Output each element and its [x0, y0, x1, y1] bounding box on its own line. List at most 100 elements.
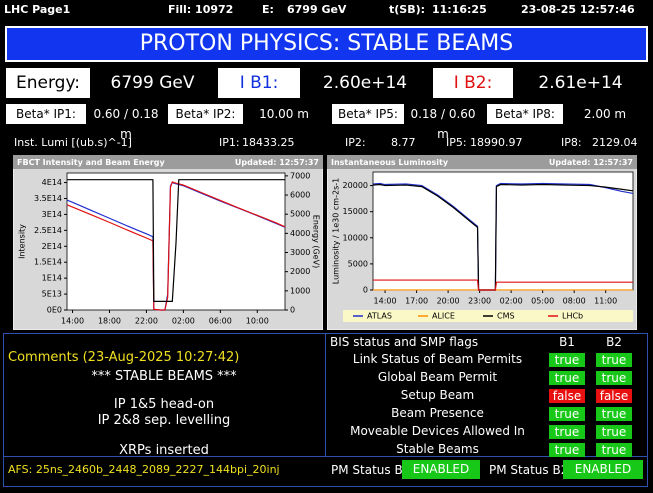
lumi-label: Inst. Lumi [(ub.s)^-1] — [14, 136, 132, 149]
beta-value: 0.18 / 0.60 m — [410, 107, 476, 141]
pm-label: PM Status B1 — [331, 463, 411, 477]
x-tick-label: 14:00 — [374, 297, 397, 306]
lumi-ip: IP8: — [561, 136, 582, 149]
beta-label: Beta* IP8: — [487, 104, 563, 124]
lumi-value: 18990.97 — [470, 136, 523, 149]
y-tick-label: 5E13 — [42, 290, 62, 299]
energy-value: 6799 GeV — [110, 73, 195, 93]
flag-b1: true — [549, 371, 585, 385]
flag-label: Link Status of Beam Permits — [352, 352, 523, 366]
beta-value: 2.00 m — [583, 107, 627, 121]
y-tick-label: 4E14 — [42, 178, 62, 187]
x-tick-label: 18:00 — [98, 317, 121, 326]
lumi-ip: IP5: — [446, 136, 467, 149]
flag-b2: true — [596, 407, 632, 421]
pm-label: PM Status B2 — [489, 463, 569, 477]
legend-label: ATLAS — [367, 312, 392, 321]
afs: AFS: 25ns_2460b_2448_2089_2227_144bpi_20… — [8, 463, 280, 476]
y-tick-label: 1.5E14 — [34, 258, 62, 267]
tsb: 11:16:25 — [432, 3, 487, 16]
x-tick-label: 17:00 — [405, 297, 428, 306]
series-line — [67, 179, 285, 302]
divider — [325, 333, 326, 456]
lumi-ip: IP1: — [219, 136, 240, 149]
flag-b1: true — [549, 353, 585, 367]
y2-axis-label: Energy (GeV) — [312, 215, 321, 268]
y2-tick-label: 2000 — [290, 267, 310, 276]
datetime: 23-08-25 12:57:46 — [521, 3, 635, 16]
x-tick-label: 11:00 — [594, 297, 617, 306]
y-tick-label: 15000 — [343, 207, 368, 216]
beta-value: 0.60 / 0.18 m — [93, 107, 159, 141]
y-tick-label: 1E14 — [42, 274, 62, 283]
legend-label: CMS — [497, 312, 515, 321]
plot-area — [372, 171, 634, 291]
energy-label: E: — [262, 3, 274, 16]
lumi-value: 18433.25 — [242, 136, 295, 149]
y-tick-label: 5000 — [348, 259, 368, 268]
comment-line: IP 2&8 sep. levelling — [97, 413, 231, 428]
comment-line: *** STABLE BEAMS *** — [91, 369, 237, 384]
flag-b1: true — [549, 443, 585, 457]
y-tick-label: 20000 — [343, 181, 368, 190]
y2-tick-label: 3000 — [290, 248, 310, 257]
chart-title: FBCT Intensity and Beam Energy — [17, 158, 166, 167]
beta-value: 10.00 m — [259, 107, 309, 121]
page-name: LHC Page1 — [4, 3, 71, 16]
x-tick-label: 10:00 — [246, 317, 269, 326]
x-tick-label: 02:00 — [500, 297, 523, 306]
beta-label: Beta* IP5: — [332, 104, 404, 124]
y-axis-label: Luminosity / 1e30 cm-2s-1 — [332, 178, 341, 284]
x-tick-label: 06:00 — [209, 317, 232, 326]
flag-b2: true — [596, 425, 632, 439]
chart-subtitle: Updated: 12:57:37 — [549, 158, 633, 167]
legend-label: ALICE — [432, 312, 455, 321]
x-tick-label: 08:00 — [563, 297, 586, 306]
title-bar — [13, 155, 323, 169]
flag-b2: true — [596, 443, 632, 457]
y-tick-label: 2E14 — [42, 242, 62, 251]
divider — [3, 456, 648, 457]
comment-line: IP 1&5 head-on — [113, 397, 215, 412]
banner: PROTON PHYSICS: STABLE BEAMS — [5, 26, 648, 62]
flag-label: Beam Presence — [391, 406, 484, 420]
pm-status: ENABLED — [402, 460, 480, 479]
flag-b1: true — [549, 425, 585, 439]
column-header: B1 — [559, 335, 575, 349]
y-tick-label: 0 — [363, 286, 368, 295]
energy: 6799 GeV — [287, 3, 347, 16]
flag-label: Setup Beam — [400, 388, 475, 402]
flag-b2: false — [596, 389, 632, 403]
y-tick-label: 10000 — [343, 233, 368, 242]
x-tick-label: 20:00 — [437, 297, 460, 306]
y2-tick-label: 7000 — [290, 171, 310, 180]
beta-label: Beta* IP2: — [168, 104, 243, 124]
x-tick-label: 05:00 — [531, 297, 554, 306]
lumi-ip: IP2: — [345, 136, 366, 149]
x-tick-label: 23:00 — [468, 297, 491, 306]
title-bar — [327, 155, 637, 169]
y2-tick-label: 6000 — [290, 191, 310, 200]
y2-tick-label: 4000 — [290, 229, 310, 238]
chart-title: Instantaneous Luminosity — [331, 158, 449, 167]
flag-label: Stable Beams — [396, 442, 479, 456]
column-header: B2 — [606, 335, 622, 349]
y-tick-label: 0E0 — [47, 306, 62, 315]
flag-b1: true — [549, 407, 585, 421]
tsb-label: t(SB): — [389, 3, 426, 16]
y-tick-label: 3E14 — [42, 210, 62, 219]
y2-tick-label: 1000 — [290, 286, 310, 295]
flag-label: Global Beam Permit — [377, 370, 498, 384]
series-line — [66, 181, 286, 311]
intensity-chart: FBCT Intensity and Beam Energy Updated: 1… — [13, 155, 323, 330]
y-tick-label: 3.5E14 — [34, 194, 62, 203]
intensity-label: I B1: — [218, 68, 300, 98]
pm-status: ENABLED — [563, 460, 643, 479]
x-tick-label: 22:00 — [135, 317, 158, 326]
comment-line: XRPs inserted — [119, 443, 209, 458]
x-tick-label: 14:00 — [61, 317, 84, 326]
lumi-value: 2129.04 — [592, 136, 638, 149]
intensity-value: 2.61e+14 — [538, 73, 623, 93]
legend-label: LHCb — [562, 312, 583, 321]
